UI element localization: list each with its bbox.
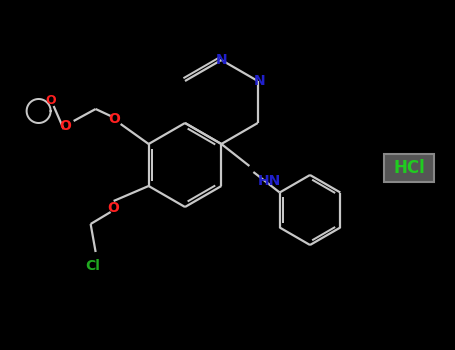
FancyBboxPatch shape — [384, 154, 434, 182]
Text: O: O — [46, 94, 56, 107]
Text: N: N — [254, 74, 266, 88]
Text: N: N — [216, 53, 227, 67]
Text: HCl: HCl — [393, 159, 425, 177]
Text: Cl: Cl — [85, 259, 100, 273]
Text: HN: HN — [258, 174, 281, 188]
Text: O: O — [109, 112, 121, 126]
Text: O: O — [60, 119, 71, 133]
Text: O: O — [108, 201, 120, 215]
